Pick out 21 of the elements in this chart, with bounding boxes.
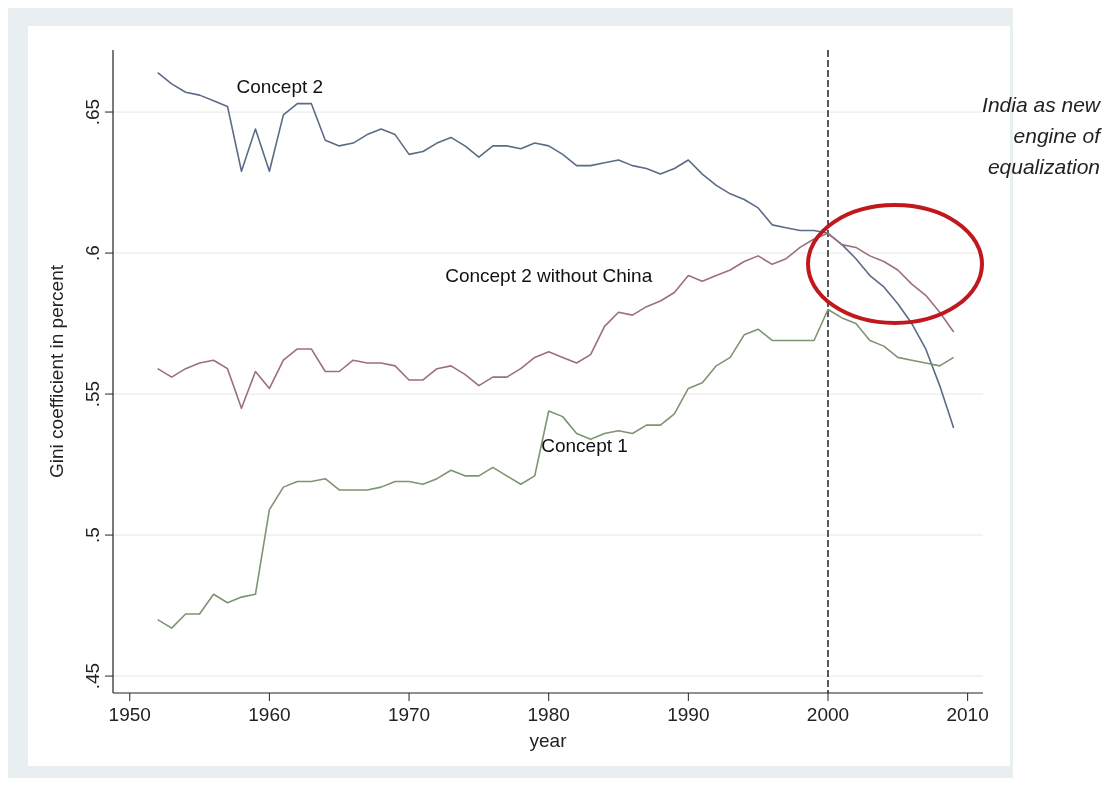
x-axis-title: year — [529, 730, 568, 751]
line-series — [156, 71, 955, 429]
line-series — [156, 308, 955, 629]
series-label: Concept 2 without China — [445, 264, 653, 286]
y-tick-label: .55 — [82, 380, 103, 408]
x-tick-label: 1950 — [108, 704, 151, 725]
y-tick-label: .6 — [82, 245, 103, 261]
y-axis-title: Gini coefficient in percent — [46, 264, 67, 478]
x-tick-label: 1960 — [248, 704, 291, 725]
x-tick-label: 2010 — [946, 704, 989, 725]
y-tick-label: .45 — [82, 662, 103, 690]
y-tick-label: .5 — [82, 527, 103, 543]
series-label: Concept 1 — [541, 434, 628, 456]
x-tick-label: 2000 — [806, 704, 850, 725]
y-tick-label: .65 — [82, 98, 103, 126]
x-tick-label: 1990 — [667, 704, 710, 725]
x-tick-label: 1970 — [387, 704, 431, 725]
line-series — [156, 232, 955, 409]
series-label: Concept 2 — [236, 76, 324, 98]
annotation: India as new engine of equalization — [982, 93, 1103, 178]
x-tick-label: 1980 — [527, 704, 570, 725]
